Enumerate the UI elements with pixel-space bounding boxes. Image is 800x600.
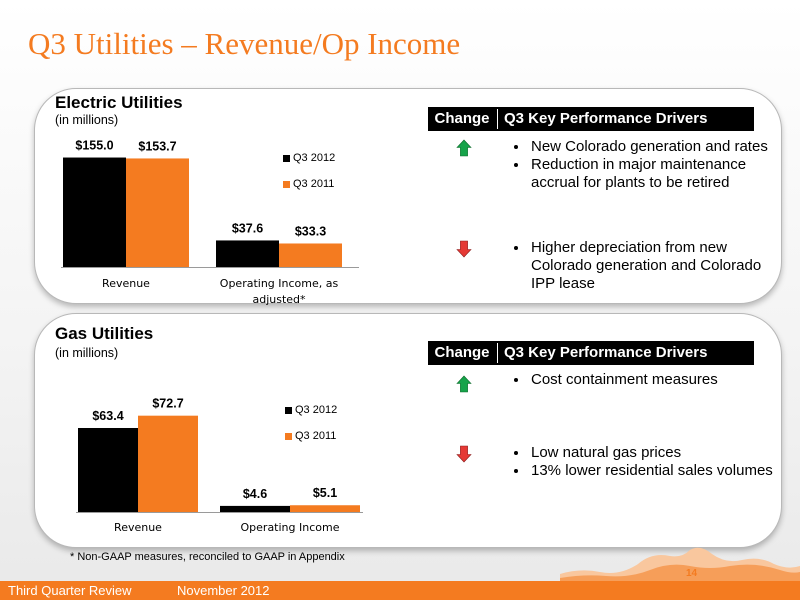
electric-up-drivers: New Colorado generation and rates Reduct… [511, 138, 779, 192]
legend-label-q3-2011: Q3 2011 [295, 430, 337, 442]
gas-panel-subtitle: (in millions) [55, 346, 119, 360]
legend-swatch-q3-2011 [285, 433, 292, 440]
arrow-up-icon [456, 375, 472, 393]
gas-legend: Q3 2012 Q3 2011 [285, 403, 337, 455]
gas-drivers-header: Change Q3 Key Performance Drivers [428, 341, 754, 365]
electric-bar-chart: $155.0 $153.7 Revenue $37.6 $33.3 Operating I… [61, 139, 359, 306]
footer-bar [0, 581, 800, 600]
page-number: 14 [686, 568, 698, 579]
bar-value-label: $153.7 [138, 139, 176, 153]
legend-item-q3-2012: Q3 2012 [285, 403, 337, 417]
driver-item: Reduction in major maintenance accrual f… [529, 156, 779, 192]
driver-item: New Colorado generation and rates [529, 138, 779, 156]
footer-date: November 2012 [177, 583, 270, 598]
slide-title: Q3 Utilities – Revenue/Op Income [28, 26, 461, 61]
bar-value-label: $72.7 [152, 397, 183, 411]
bar-value-label: $37.6 [232, 221, 263, 235]
change-header: Change [434, 110, 490, 127]
change-header: Change [434, 344, 490, 361]
driver-item: Cost containment measures [529, 371, 779, 389]
category-label: adjusted* [252, 293, 306, 306]
drivers-header-title: Q3 Key Performance Drivers [504, 110, 708, 127]
bar-q3-2012 [216, 240, 279, 267]
legend-item-q3-2011: Q3 2011 [283, 177, 335, 191]
header-divider [497, 343, 498, 363]
bar-value-label: $4.6 [243, 487, 267, 501]
header-divider [497, 109, 498, 129]
bar-value-label: $63.4 [92, 409, 123, 423]
bar-q3-2012 [78, 427, 138, 512]
legend-label-q3-2012: Q3 2012 [293, 152, 336, 164]
bar-q3-2011 [290, 505, 360, 512]
legend-item-q3-2012: Q3 2012 [283, 151, 335, 165]
bar-q3-2011 [126, 158, 189, 267]
bar-q3-2012 [220, 505, 290, 512]
bar-value-label: $5.1 [313, 486, 337, 500]
bar-value-label: $155.0 [75, 139, 113, 153]
driver-item: Low natural gas prices [529, 444, 779, 462]
electric-utilities-panel: Electric Utilities (in millions) $155.0 $… [34, 88, 782, 306]
arrow-up-icon [456, 139, 472, 157]
legend-item-q3-2011: Q3 2011 [285, 429, 337, 443]
electric-down-drivers: Higher depreciation from new Colorado ge… [511, 239, 779, 293]
gas-bar-chart: $63.4 $72.7 Revenue $4.6 $5.1 Operating Incom… [76, 397, 363, 534]
electric-panel-title: Electric Utilities [55, 93, 183, 112]
electric-legend: Q3 2012 Q3 2011 [283, 151, 335, 203]
gas-up-drivers: Cost containment measures [511, 371, 779, 389]
category-label: Revenue [114, 521, 162, 534]
legend-label-q3-2011: Q3 2011 [293, 178, 335, 190]
drivers-header-title: Q3 Key Performance Drivers [504, 344, 708, 361]
gas-panel-title: Gas Utilities [55, 324, 154, 343]
gas-down-drivers: Low natural gas prices 13% lower residen… [511, 444, 779, 480]
category-label: Operating Income [241, 521, 340, 534]
category-label: Operating Income, as [220, 277, 339, 290]
mountain-logo-graphic [560, 547, 800, 582]
bar-q3-2011 [138, 415, 198, 512]
gas-utilities-panel: Gas Utilities (in millions) $63.4 $72.7 Re… [34, 313, 782, 548]
electric-panel-subtitle: (in millions) [55, 113, 119, 127]
bar-q3-2011 [279, 243, 342, 267]
footer-label: Third Quarter Review [8, 583, 132, 598]
category-label: Revenue [102, 277, 150, 290]
bar-q3-2012 [63, 157, 126, 267]
legend-swatch-q3-2012 [283, 155, 290, 162]
driver-item: Higher depreciation from new Colorado ge… [529, 239, 779, 293]
arrow-down-icon [456, 445, 472, 463]
legend-label-q3-2012: Q3 2012 [295, 404, 338, 416]
footnote: * Non-GAAP measures, reconciled to GAAP … [70, 551, 345, 563]
legend-swatch-q3-2011 [283, 181, 290, 188]
bar-value-label: $33.3 [295, 224, 326, 238]
legend-swatch-q3-2012 [285, 407, 292, 414]
arrow-down-icon [456, 240, 472, 258]
driver-item: 13% lower residential sales volumes [529, 462, 779, 480]
electric-drivers-header: Change Q3 Key Performance Drivers [428, 107, 754, 131]
